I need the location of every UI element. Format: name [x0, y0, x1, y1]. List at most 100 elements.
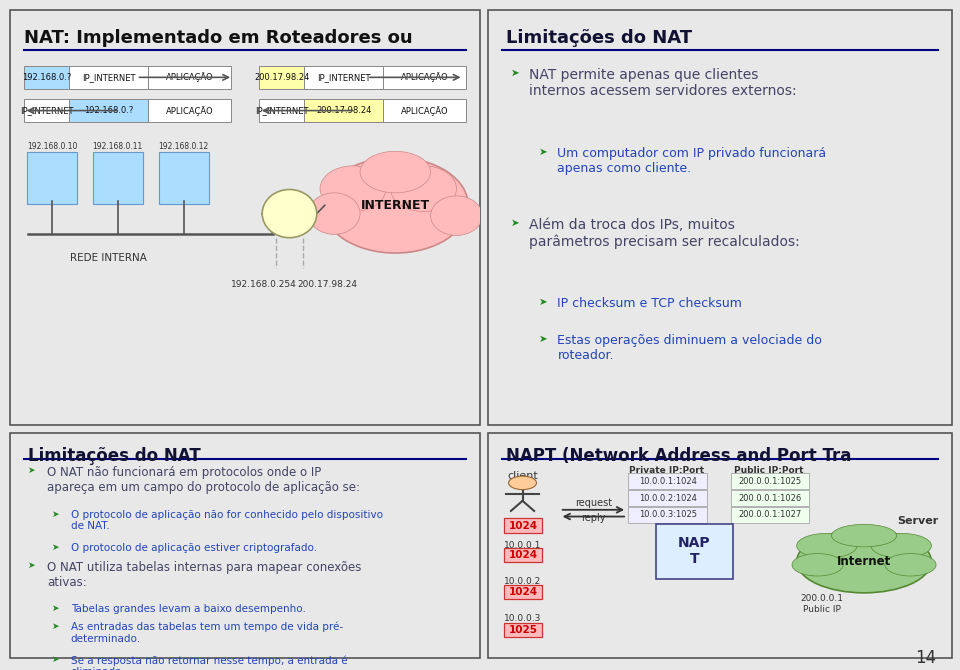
Text: NAP
T: NAP T [678, 536, 710, 566]
Text: REDE INTERNA: REDE INTERNA [70, 253, 147, 263]
Text: Tabelas grandes levam a baixo desempenho.: Tabelas grandes levam a baixo desempenho… [71, 604, 305, 614]
Text: As entradas das tabelas tem um tempo de vida pré-
determinado.: As entradas das tabelas tem um tempo de … [71, 622, 343, 644]
FancyBboxPatch shape [656, 524, 733, 579]
Text: 192.168.0.11: 192.168.0.11 [93, 142, 143, 151]
FancyBboxPatch shape [69, 99, 148, 122]
Text: 192.168.0.254: 192.168.0.254 [230, 280, 297, 289]
Text: NAT: Implementado em Roteadores ou: NAT: Implementado em Roteadores ou [24, 29, 413, 47]
Text: 10.0.0.1:1024: 10.0.0.1:1024 [639, 477, 697, 486]
Ellipse shape [831, 525, 897, 547]
Ellipse shape [320, 166, 386, 212]
Text: reply: reply [582, 513, 606, 523]
Text: O NAT utiliza tabelas internas para mapear conexões
ativas:: O NAT utiliza tabelas internas para mape… [47, 561, 362, 588]
Text: client: client [507, 471, 538, 481]
FancyBboxPatch shape [504, 623, 542, 636]
Text: ➤: ➤ [29, 561, 36, 570]
Text: 200.0.0.1:1025: 200.0.0.1:1025 [738, 477, 802, 486]
FancyBboxPatch shape [24, 66, 69, 89]
Text: IP_INTERNET: IP_INTERNET [255, 107, 308, 115]
Ellipse shape [323, 157, 468, 253]
FancyBboxPatch shape [259, 66, 304, 89]
Ellipse shape [885, 553, 936, 576]
Text: APLICAÇÃO: APLICAÇÃO [400, 106, 448, 116]
Text: 200.0.0.1
Public IP: 200.0.0.1 Public IP [801, 594, 844, 614]
FancyBboxPatch shape [259, 99, 304, 122]
Text: NAPT (Network Address and Port Tra: NAPT (Network Address and Port Tra [506, 447, 852, 465]
Text: NAT permite apenas que clientes
internos acessem servidores externos:: NAT permite apenas que clientes internos… [530, 68, 797, 98]
Text: O protocolo de aplicação não for conhecido pelo dispositivo
de NAT.: O protocolo de aplicação não for conheci… [71, 510, 383, 531]
Text: 192.168.0.?: 192.168.0.? [22, 73, 71, 82]
Text: Estas operações diminuem a velociade do
roteador.: Estas operações diminuem a velociade do … [558, 334, 823, 362]
FancyBboxPatch shape [69, 66, 148, 89]
Text: Limitações do NAT: Limitações do NAT [29, 447, 202, 465]
Text: 200.0.0.1:1026: 200.0.0.1:1026 [738, 494, 802, 502]
FancyBboxPatch shape [304, 99, 383, 122]
Text: 10.0.0.2: 10.0.0.2 [504, 577, 541, 586]
Text: APLICAÇÃO: APLICAÇÃO [400, 72, 448, 82]
Text: ➤: ➤ [29, 466, 36, 475]
Text: ➤: ➤ [539, 147, 547, 157]
Text: 14: 14 [915, 649, 936, 667]
FancyBboxPatch shape [504, 549, 542, 562]
Text: ➤: ➤ [52, 622, 60, 630]
Text: ➤: ➤ [52, 604, 60, 613]
Ellipse shape [391, 166, 457, 212]
Text: IP_INTERNET: IP_INTERNET [82, 73, 135, 82]
Text: 10.0.0.2:1024: 10.0.0.2:1024 [639, 494, 697, 502]
Ellipse shape [431, 196, 482, 235]
FancyBboxPatch shape [93, 152, 143, 204]
Text: Limitações do NAT: Limitações do NAT [506, 29, 692, 47]
Text: ➤: ➤ [52, 510, 60, 519]
Text: 200.17.98.24: 200.17.98.24 [316, 107, 372, 115]
Ellipse shape [871, 533, 931, 558]
FancyBboxPatch shape [731, 507, 809, 523]
FancyBboxPatch shape [383, 99, 466, 122]
Text: ➤: ➤ [52, 543, 60, 552]
Ellipse shape [797, 533, 857, 558]
FancyBboxPatch shape [304, 66, 383, 89]
Text: INTERNET: INTERNET [361, 199, 430, 212]
FancyBboxPatch shape [629, 490, 707, 506]
FancyBboxPatch shape [158, 152, 208, 204]
FancyBboxPatch shape [731, 474, 809, 489]
Text: 1024: 1024 [509, 550, 538, 560]
Text: ➤: ➤ [511, 68, 519, 78]
Text: 200.17.98.24: 200.17.98.24 [254, 73, 309, 82]
Ellipse shape [797, 530, 931, 593]
Circle shape [509, 476, 537, 490]
Ellipse shape [792, 553, 843, 576]
FancyBboxPatch shape [383, 66, 466, 89]
Text: IP_INTERNET: IP_INTERNET [317, 73, 371, 82]
Text: Além da troca dos IPs, muitos
parâmetros precisam ser recalculados:: Além da troca dos IPs, muitos parâmetros… [530, 218, 801, 249]
FancyBboxPatch shape [24, 99, 69, 122]
Text: ➤: ➤ [52, 655, 60, 664]
Text: APLICAÇÃO: APLICAÇÃO [165, 72, 213, 82]
Text: APLICAÇÃO: APLICAÇÃO [165, 106, 213, 116]
Text: 10.0.0.1: 10.0.0.1 [504, 541, 541, 550]
Text: Server: Server [898, 516, 938, 526]
FancyBboxPatch shape [148, 99, 230, 122]
Text: request: request [575, 498, 612, 508]
Text: Internet: Internet [837, 555, 891, 568]
Text: 200.0.0.1:1027: 200.0.0.1:1027 [738, 511, 802, 519]
Text: 10.0.0.3: 10.0.0.3 [504, 614, 541, 623]
FancyBboxPatch shape [629, 474, 707, 489]
Text: O protocolo de aplicação estiver criptografado.: O protocolo de aplicação estiver criptog… [71, 543, 317, 553]
FancyBboxPatch shape [27, 152, 77, 204]
Text: IP checksum e TCP checksum: IP checksum e TCP checksum [558, 297, 742, 310]
Text: 1024: 1024 [509, 588, 538, 598]
Text: 1024: 1024 [509, 521, 538, 531]
Ellipse shape [308, 193, 360, 234]
Text: 10.0.0.3:1025: 10.0.0.3:1025 [639, 511, 697, 519]
Text: 192.168.0.?: 192.168.0.? [84, 107, 133, 115]
Text: 192.168.0.12: 192.168.0.12 [158, 142, 208, 151]
Text: O NAT não funcionará em protocolos onde o IP
apareça em um campo do protocolo de: O NAT não funcionará em protocolos onde … [47, 466, 360, 494]
Ellipse shape [360, 151, 431, 193]
Text: Public IP:Port: Public IP:Port [734, 466, 804, 475]
FancyBboxPatch shape [629, 507, 707, 523]
Text: IP_INTERNET: IP_INTERNET [20, 107, 73, 115]
Text: Private IP:Port: Private IP:Port [629, 466, 704, 475]
Text: ➤: ➤ [539, 297, 547, 307]
Text: Se a resposta não retornar nesse tempo, a entrada é
eliminada.: Se a resposta não retornar nesse tempo, … [71, 655, 348, 670]
FancyBboxPatch shape [504, 518, 542, 533]
